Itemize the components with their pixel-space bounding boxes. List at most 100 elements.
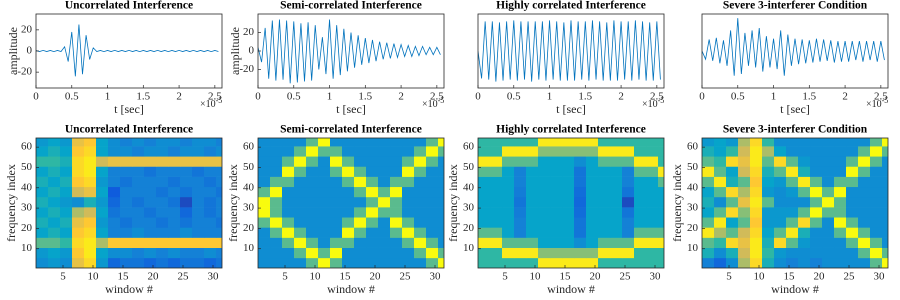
- heatmap-cell: [574, 237, 587, 248]
- heatmap-cell: [786, 156, 799, 167]
- heatmap-cell: [598, 257, 611, 268]
- heatmap-cell: [120, 237, 133, 248]
- heatmap-cell: [414, 156, 427, 167]
- heatmap-cell: [402, 156, 415, 167]
- heatmap-cell: [502, 138, 515, 147]
- heatmap-cell: [858, 146, 871, 157]
- heatmap-cell: [538, 186, 551, 198]
- heatmap-cell: [586, 176, 599, 188]
- x-scale-base: ×10: [422, 99, 438, 110]
- heatmap-cell: [48, 217, 61, 228]
- heatmap-cell: [120, 176, 133, 188]
- x-scale-exponent: -5: [216, 96, 223, 105]
- heatmap-cell: [822, 156, 835, 167]
- heatmap-cell: [48, 247, 61, 259]
- heatmap-cell: [622, 156, 635, 167]
- y-tick-label: 60: [243, 141, 255, 153]
- heatmap-cell: [354, 237, 367, 248]
- heatmap-cell: [36, 257, 49, 268]
- heatmap-cell: [438, 196, 444, 208]
- heatmap-cell: [550, 207, 563, 218]
- heatmap-cell: [478, 138, 491, 147]
- heatmap-cell: [192, 176, 205, 188]
- heatmap-cell: [366, 176, 379, 188]
- heatmap-cell: [714, 196, 727, 208]
- heatmap-cell: [204, 176, 217, 188]
- heatmap-cell: [168, 227, 181, 238]
- x-tick-label: 0.5: [287, 91, 301, 103]
- heatmap-cell: [36, 207, 49, 218]
- heatmap-cell: [738, 207, 751, 218]
- heatmap-cell: [36, 227, 49, 238]
- heatmap-cell: [738, 247, 751, 259]
- heatmap-cell: [180, 207, 193, 218]
- heatmap-cell: [702, 237, 715, 248]
- heatmap-cell: [478, 166, 491, 177]
- heatmap-cell: [306, 217, 319, 228]
- heatmap-cell: [622, 166, 635, 177]
- heatmap-cell: [822, 227, 835, 238]
- heatmap-cell: [786, 186, 799, 198]
- y-tick-label: 50: [243, 161, 255, 173]
- heatmap-cell: [120, 257, 133, 268]
- subplot-title: Highly correlated Interference: [496, 0, 646, 12]
- heatmap-cell: [634, 237, 647, 248]
- heatmap-cell: [702, 186, 715, 198]
- heatmap-cell: [390, 138, 403, 147]
- heatmap-cell: [144, 207, 157, 218]
- heatmap-cell: [598, 156, 611, 167]
- heatmap-cell: [192, 138, 205, 147]
- heatmap-cell: [294, 257, 307, 268]
- heatmap-cell: [36, 146, 49, 157]
- heatmap-cell: [658, 257, 664, 268]
- heatmap-cell: [192, 207, 205, 218]
- heatmap-cell: [270, 146, 283, 157]
- heatmap-cell: [526, 146, 539, 157]
- heatmap-cell: [502, 227, 515, 238]
- heatmap-cell: [610, 257, 623, 268]
- heatmap-cell: [774, 176, 787, 188]
- heatmap-cell: [714, 156, 727, 167]
- subplot-title: Uncorrelated Interference: [65, 0, 193, 12]
- heatmap-cell: [72, 156, 85, 167]
- heatmap-cell: [168, 138, 181, 147]
- heatmap-cell: [270, 186, 283, 198]
- heatmap-cell: [132, 146, 145, 157]
- heatmap-cell: [610, 146, 623, 157]
- heatmap-cell: [738, 227, 751, 238]
- x-tick-label: 15: [118, 271, 130, 283]
- heatmap-cell: [258, 207, 271, 218]
- heatmap-cell: [490, 207, 503, 218]
- heatmap-cell: [622, 186, 635, 198]
- heatmap-cell: [550, 217, 563, 228]
- heatmap-cell: [216, 207, 222, 218]
- heatmap-cell: [366, 237, 379, 248]
- heatmap-cell: [390, 207, 403, 218]
- heatmap-cell: [216, 247, 222, 259]
- heatmap-cell: [514, 156, 527, 167]
- heatmap-cell: [822, 146, 835, 157]
- heatmap-cell: [610, 237, 623, 248]
- heatmap-cell: [258, 138, 271, 147]
- subplot: Uncorrelated Interference 0 0.5 1 1.5 2 2.5 -20…: [6, 0, 223, 116]
- heatmap-cell: [120, 247, 133, 259]
- plot-area: [258, 138, 444, 268]
- heatmap-cell: [702, 257, 715, 268]
- heatmap-cell: [354, 166, 367, 177]
- signal-line: [36, 24, 219, 77]
- heatmap-cell: [738, 146, 751, 157]
- heatmap-cell: [502, 247, 515, 259]
- heatmap-cell: [526, 257, 539, 268]
- heatmap-cell: [192, 227, 205, 238]
- heatmap-cell: [354, 196, 367, 208]
- heatmap-cell: [870, 166, 883, 177]
- heatmap-cell: [750, 247, 763, 259]
- heatmap-cell: [426, 207, 439, 218]
- heatmap-cell: [858, 207, 871, 218]
- heatmap-cell: [610, 176, 623, 188]
- heatmap-cell: [882, 237, 888, 248]
- y-tick-label: 50: [687, 161, 699, 173]
- axes-frame: [257, 13, 445, 89]
- heatmap-cell: [156, 247, 169, 259]
- heatmap-cell: [870, 156, 883, 167]
